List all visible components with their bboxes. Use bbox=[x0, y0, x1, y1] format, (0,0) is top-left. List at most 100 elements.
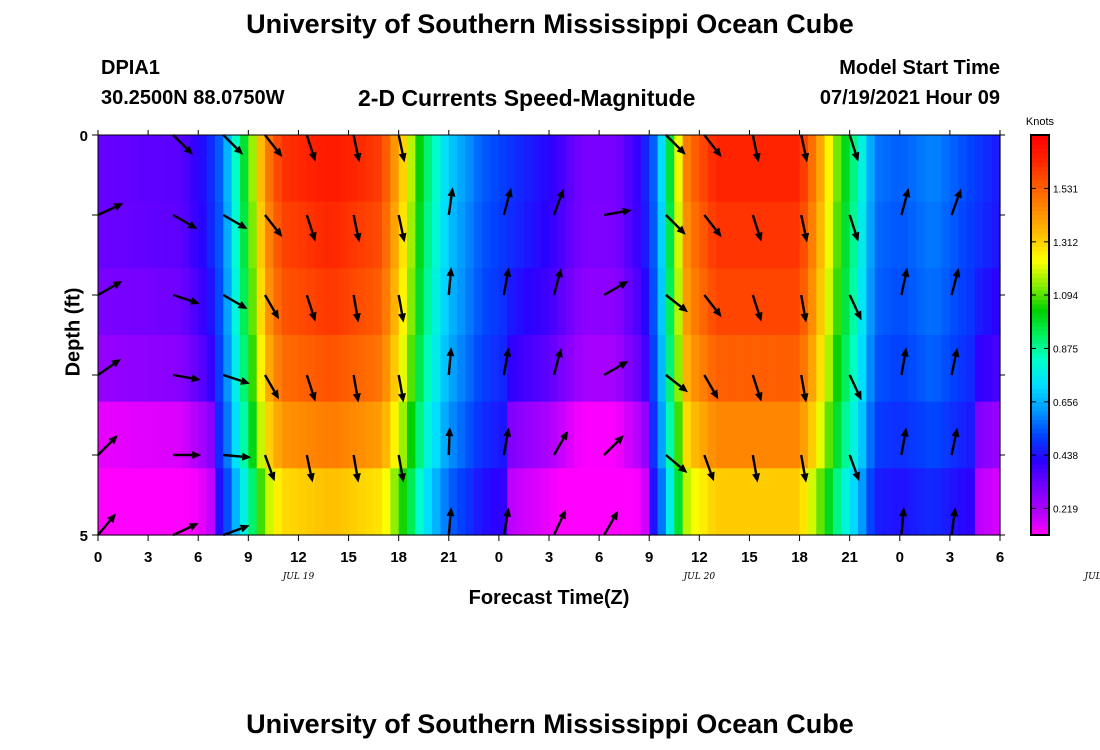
colorbar-segment bbox=[1031, 388, 1049, 394]
heatmap-cell bbox=[348, 401, 358, 469]
current-vector-head bbox=[712, 307, 722, 318]
heatmap-cell bbox=[824, 268, 834, 336]
heatmap-cell bbox=[465, 335, 475, 403]
heatmap-cell bbox=[407, 401, 416, 469]
colorbar-segment bbox=[1031, 295, 1049, 301]
station-coords: 30.2500N 88.0750W bbox=[101, 87, 285, 109]
heatmap-cell bbox=[665, 201, 675, 269]
colorbar-segment bbox=[1031, 521, 1049, 527]
heatmap-cell bbox=[139, 268, 149, 336]
heatmap-cell bbox=[649, 268, 659, 336]
heatmap-cell bbox=[891, 201, 901, 269]
current-vector-head bbox=[271, 309, 279, 320]
heatmap-cell bbox=[106, 201, 116, 269]
heatmap-cell bbox=[473, 468, 483, 536]
heatmap-cell bbox=[440, 401, 450, 469]
heatmap-cell bbox=[916, 335, 926, 403]
current-vector-head bbox=[398, 232, 407, 243]
heatmap-cell bbox=[640, 135, 650, 203]
heatmap-cell bbox=[515, 135, 525, 203]
colorbar-unit: Knots bbox=[1026, 116, 1055, 128]
heatmap-cell bbox=[381, 135, 391, 203]
heatmap-cell bbox=[749, 468, 759, 536]
heatmap-cell bbox=[924, 401, 934, 469]
heatmap-cell bbox=[674, 335, 684, 403]
heatmap-cell bbox=[615, 401, 625, 469]
heatmap-cell bbox=[206, 268, 216, 336]
heatmap-cell bbox=[674, 135, 684, 203]
heatmap-cell bbox=[866, 201, 876, 269]
heatmap-cell bbox=[574, 201, 584, 269]
heatmap-cell bbox=[866, 135, 876, 203]
current-vector-head bbox=[240, 377, 250, 385]
x-tick-label: 9 bbox=[244, 549, 252, 566]
heatmap-cell bbox=[690, 268, 700, 336]
heatmap-cell bbox=[106, 335, 116, 403]
colorbar-segment bbox=[1031, 206, 1049, 212]
colorbar-segment bbox=[1031, 512, 1049, 518]
heatmap-cell bbox=[657, 201, 667, 269]
current-vector-head bbox=[447, 187, 456, 197]
heatmap-cell bbox=[306, 335, 316, 403]
heatmap-cell bbox=[315, 268, 325, 336]
heatmap-cell bbox=[390, 335, 400, 403]
heatmap-cell bbox=[816, 201, 826, 269]
heatmap-cell bbox=[832, 201, 842, 269]
heatmap-cell bbox=[607, 401, 617, 469]
heatmap-cell bbox=[156, 135, 166, 203]
x-tick-label: 6 bbox=[595, 549, 603, 566]
colorbar-segment bbox=[1031, 210, 1049, 216]
heatmap-cell bbox=[348, 268, 358, 336]
heatmap-cell bbox=[632, 401, 642, 469]
heatmap-cell bbox=[941, 268, 951, 336]
heatmap-cell bbox=[807, 135, 817, 203]
heatmap-cell bbox=[749, 335, 759, 403]
heatmap-cell bbox=[381, 468, 391, 536]
current-vector-head bbox=[676, 225, 686, 235]
heatmap-cell bbox=[340, 468, 350, 536]
heatmap-cell bbox=[473, 135, 483, 203]
heatmap-cell bbox=[983, 268, 993, 336]
heatmap-cell bbox=[657, 401, 667, 469]
heatmap-cell bbox=[908, 268, 918, 336]
heatmap-cell bbox=[858, 335, 867, 403]
current-vector-shaft bbox=[950, 516, 956, 536]
heatmap-cell bbox=[214, 468, 224, 536]
current-vector-head bbox=[902, 188, 911, 198]
heatmap-cell bbox=[866, 335, 876, 403]
heatmap-cell bbox=[707, 335, 717, 403]
heatmap-cell bbox=[699, 468, 709, 536]
heatmap-cell bbox=[98, 268, 107, 336]
heatmap-cell bbox=[98, 401, 107, 469]
current-vector-shaft bbox=[603, 440, 619, 456]
heatmap-cell bbox=[858, 268, 867, 336]
heatmap-cell bbox=[306, 135, 316, 203]
heatmap-cell bbox=[832, 268, 842, 336]
heatmap-cell bbox=[657, 468, 667, 536]
heatmap-cell bbox=[874, 401, 884, 469]
heatmap-cell bbox=[757, 268, 767, 336]
heatmap-cell bbox=[340, 401, 350, 469]
heatmap-cell bbox=[214, 201, 224, 269]
heatmap-cell bbox=[757, 335, 767, 403]
heatmap-cell bbox=[290, 401, 300, 469]
heatmap-cell bbox=[816, 268, 826, 336]
colorbar-segment bbox=[1031, 455, 1049, 461]
colorbar-segment bbox=[1031, 201, 1049, 207]
heatmap-cell bbox=[841, 135, 851, 203]
heatmap-cell bbox=[958, 468, 968, 536]
heatmap-cell bbox=[315, 135, 325, 203]
heatmap-cell bbox=[173, 401, 183, 469]
colorbar-segment bbox=[1031, 339, 1049, 345]
heatmap-cell bbox=[131, 201, 141, 269]
model-start-value: 07/19/2021 Hour 09 bbox=[819, 87, 1000, 109]
current-vector-head bbox=[900, 427, 909, 437]
heatmap-cell bbox=[958, 135, 968, 203]
heatmap-cell bbox=[549, 335, 558, 403]
colorbar-segment bbox=[1031, 486, 1049, 492]
heatmap-cell bbox=[331, 401, 341, 469]
heatmap-cell bbox=[624, 201, 634, 269]
colorbar-segment bbox=[1031, 410, 1049, 416]
heatmap-cell bbox=[799, 335, 809, 403]
colorbar-segment bbox=[1031, 259, 1049, 265]
